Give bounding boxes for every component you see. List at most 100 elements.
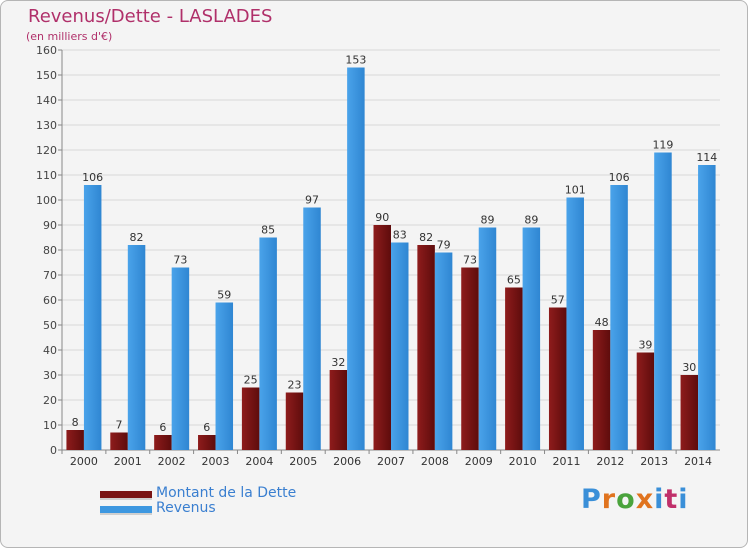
y-tick-label: 140 <box>36 94 57 107</box>
x-tick-label: 2009 <box>465 455 493 468</box>
y-tick-label: 60 <box>43 294 57 307</box>
y-tick-label: 110 <box>36 169 57 182</box>
x-tick-label: 2012 <box>596 455 624 468</box>
x-tick-label: 2000 <box>70 455 98 468</box>
y-tick-label: 40 <box>43 344 57 357</box>
logo-letter: t <box>664 484 679 515</box>
y-tick-label: 130 <box>36 119 57 132</box>
data-label-revenus: 59 <box>217 289 231 302</box>
data-label-revenus: 101 <box>565 184 586 197</box>
bar-revenus <box>83 185 102 450</box>
logo-letter: r <box>601 484 617 515</box>
data-label-revenus: 89 <box>524 214 538 227</box>
data-label-dette: 39 <box>638 339 652 352</box>
chart-title: Revenus/Dette - LASLADES <box>28 6 273 27</box>
bar-dette <box>680 375 699 450</box>
data-label-revenus: 97 <box>305 194 319 207</box>
logo-letter: i <box>678 484 689 515</box>
data-label-revenus: 89 <box>480 214 494 227</box>
bar-revenus <box>566 197 584 450</box>
data-label-revenus: 119 <box>652 139 673 152</box>
y-tick-label: 30 <box>43 369 57 382</box>
data-label-revenus: 85 <box>261 224 275 237</box>
bar-revenus <box>347 67 365 450</box>
bar-revenus <box>478 227 497 450</box>
y-tick-label: 0 <box>50 444 57 457</box>
data-label-dette: 90 <box>375 211 389 224</box>
bar-revenus <box>434 252 453 450</box>
legend-label-revenus: Revenus <box>156 500 216 516</box>
data-label-revenus: 73 <box>173 254 187 267</box>
data-label-revenus: 106 <box>82 171 103 184</box>
x-tick-label: 2001 <box>114 455 142 468</box>
data-label-revenus: 82 <box>130 231 144 244</box>
bar-revenus <box>303 207 321 450</box>
bar-dette <box>548 307 567 450</box>
y-tick-label: 10 <box>43 419 57 432</box>
data-label-revenus: 83 <box>393 229 407 242</box>
x-tick-label: 2010 <box>509 455 537 468</box>
data-label-dette: 8 <box>72 416 79 429</box>
data-label-dette: 7 <box>116 419 123 432</box>
x-tick-label: 2003 <box>202 455 230 468</box>
proxiti-logo: Proxiti <box>581 484 689 515</box>
data-label-dette: 57 <box>551 294 565 307</box>
y-tick-label: 20 <box>43 394 57 407</box>
x-tick-label: 2011 <box>552 455 580 468</box>
bar-dette <box>241 387 260 450</box>
data-label-revenus: 153 <box>345 54 366 67</box>
logo-letter: i <box>654 484 665 515</box>
bar-dette <box>592 330 611 450</box>
data-label-dette: 65 <box>507 274 521 287</box>
bar-dette <box>505 287 523 450</box>
x-tick-label: 2007 <box>377 455 405 468</box>
data-label-dette: 48 <box>595 316 609 329</box>
data-label-dette: 6 <box>159 421 166 434</box>
data-label-revenus: 106 <box>609 171 630 184</box>
y-tick-label: 90 <box>43 219 57 232</box>
data-label-dette: 73 <box>463 254 477 267</box>
legend-swatch-revenus <box>100 506 152 513</box>
bar-dette <box>373 225 391 450</box>
y-tick-label: 150 <box>36 69 57 82</box>
bar-dette <box>110 432 128 450</box>
data-label-dette: 6 <box>203 421 210 434</box>
chart-subtitle: (en milliers d'€) <box>26 30 113 43</box>
y-tick-label: 50 <box>43 319 57 332</box>
bar-revenus <box>259 237 277 450</box>
bar-dette <box>461 267 479 450</box>
data-label-dette: 25 <box>244 374 258 387</box>
bar-dette <box>417 245 435 450</box>
logo-letter: o <box>616 484 636 515</box>
x-tick-label: 2002 <box>158 455 186 468</box>
bar-dette <box>285 392 304 450</box>
data-label-dette: 32 <box>331 356 345 369</box>
bar-revenus <box>127 245 146 450</box>
bar-revenus <box>391 242 409 450</box>
bar-dette <box>636 352 655 450</box>
bar-revenus <box>215 302 234 450</box>
bar-revenus <box>654 152 672 450</box>
bar-revenus <box>171 267 190 450</box>
data-label-dette: 30 <box>682 361 696 374</box>
bar-revenus <box>522 227 541 450</box>
y-tick-label: 80 <box>43 244 57 257</box>
data-label-dette: 82 <box>419 231 433 244</box>
legend-label-debt: Montant de la Dette <box>156 485 297 501</box>
x-tick-label: 2004 <box>245 455 273 468</box>
logo-letter: x <box>635 484 655 515</box>
data-label-dette: 23 <box>288 379 302 392</box>
legend-swatch-debt <box>100 491 152 498</box>
x-tick-label: 2005 <box>289 455 317 468</box>
data-label-revenus: 114 <box>696 151 717 164</box>
y-tick-label: 120 <box>36 144 57 157</box>
x-tick-label: 2014 <box>684 455 712 468</box>
y-tick-label: 160 <box>36 44 57 57</box>
y-tick-label: 100 <box>36 194 57 207</box>
x-tick-label: 2006 <box>333 455 361 468</box>
data-label-revenus: 79 <box>437 239 451 252</box>
bar-revenus <box>610 185 628 450</box>
bar-dette <box>329 370 348 450</box>
bar-revenus <box>698 165 716 450</box>
